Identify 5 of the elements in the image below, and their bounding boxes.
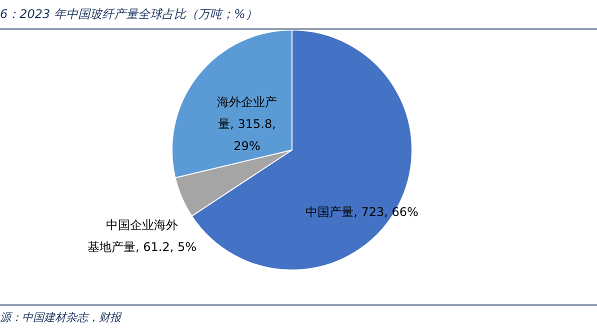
slice-label: 中国产量, 723, 66%: [306, 205, 418, 219]
slice-label: 中国企业海外基地产量, 61.2, 5%: [87, 218, 197, 254]
text: 源：中国建材杂志，财报: [0, 311, 122, 324]
chart-title: 6：2023 年中国玻纤产量全球占比（万吨；%）: [0, 7, 258, 21]
slice-label: 海外企业产量, 315.8, 29%: [217, 95, 277, 153]
